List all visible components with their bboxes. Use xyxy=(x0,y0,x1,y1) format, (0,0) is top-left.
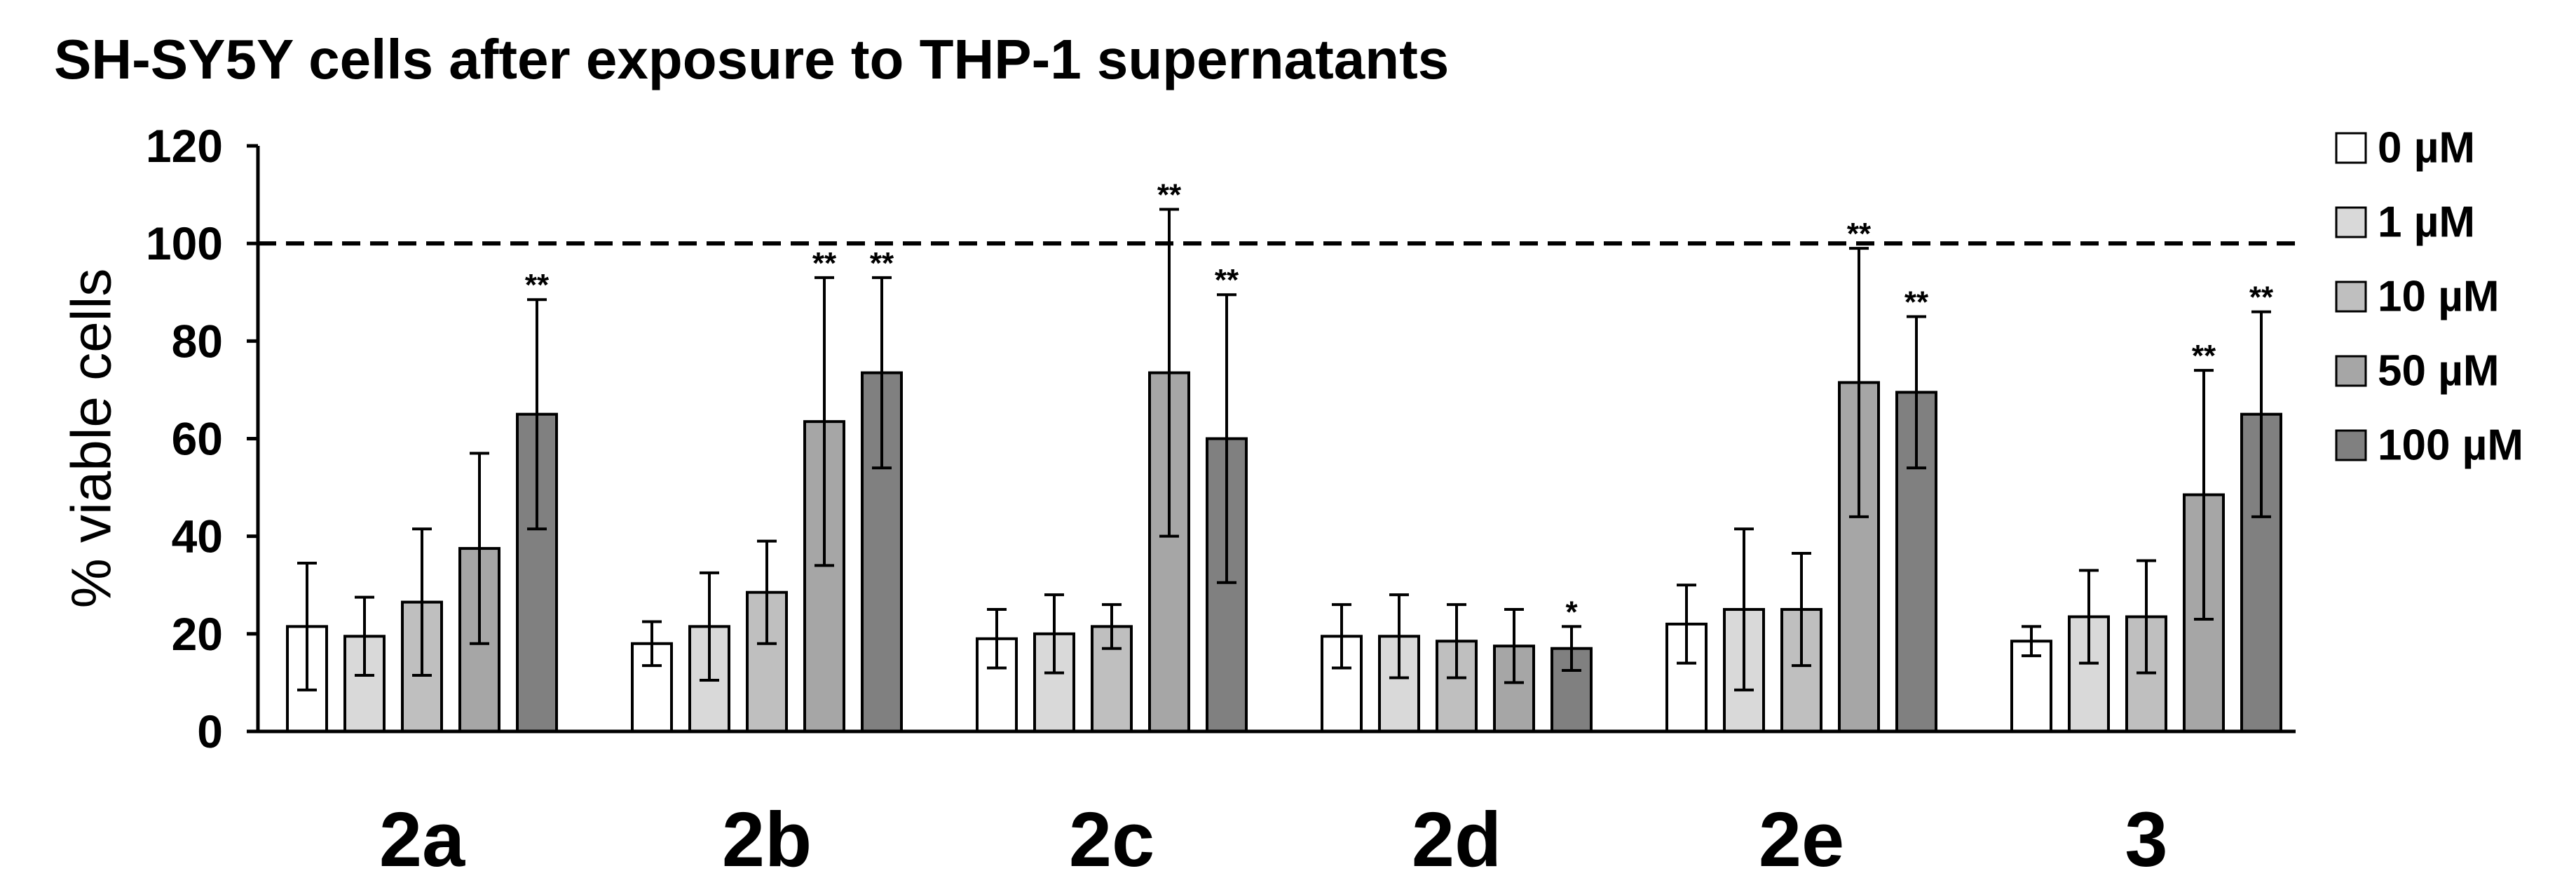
bar-2c-0-um xyxy=(976,637,1018,734)
x-tick-label: 2b xyxy=(722,797,812,883)
error-bar xyxy=(987,608,1007,670)
significance-label: ** xyxy=(525,268,550,302)
error-bar xyxy=(1447,603,1466,680)
error-bar xyxy=(1389,593,1409,680)
x-tick-label: 2e xyxy=(1759,797,1844,883)
y-axis-title: % viable cells xyxy=(60,269,123,609)
error-bar xyxy=(815,276,834,567)
significance-label: * xyxy=(1565,595,1578,629)
chart-title: SH-SY5Y cells after exposure to THP-1 su… xyxy=(54,28,1449,90)
legend-swatch xyxy=(2335,206,2367,238)
series-50-um: ** ** ** ** xyxy=(458,177,2225,734)
legend-item-100-um: 100 µM xyxy=(2335,421,2523,470)
error-bar xyxy=(1677,583,1696,665)
significance-label: ** xyxy=(1157,177,1182,212)
series-100-um: **** ***** ** xyxy=(516,246,2282,733)
significance-label: ** xyxy=(2192,339,2216,373)
significance-label: ** xyxy=(2249,281,2274,315)
error-bar xyxy=(355,595,374,677)
error-bar xyxy=(757,539,777,645)
error-bar xyxy=(527,298,547,531)
y-tick-label: 120 xyxy=(146,120,223,172)
legend-swatch xyxy=(2335,281,2367,313)
legend-label: 50 µM xyxy=(2378,347,2500,396)
series-1-um xyxy=(343,527,2110,734)
error-bar xyxy=(412,527,432,677)
significance-label: ** xyxy=(1215,263,1239,297)
error-bar xyxy=(2022,625,2041,658)
series-0-um xyxy=(286,561,2052,734)
error-bar xyxy=(872,276,892,470)
y-tick-label: 100 xyxy=(146,217,223,269)
error-bar xyxy=(2137,559,2156,675)
error-bar xyxy=(1044,593,1064,675)
y-tick-label: 80 xyxy=(172,315,223,367)
error-bar xyxy=(470,452,489,645)
legend-item-10-um: 10 µM xyxy=(2335,273,2500,321)
error-bar xyxy=(2194,369,2214,621)
legend-label: 100 µM xyxy=(2378,421,2523,470)
x-tick-label: 2d xyxy=(1412,797,1501,883)
legend-swatch xyxy=(2335,355,2367,387)
legend-label: 10 µM xyxy=(2378,273,2500,321)
error-bar xyxy=(1217,293,1236,584)
error-bar xyxy=(297,561,317,691)
legend-label: 1 µM xyxy=(2378,198,2475,247)
bars: ************ ***** ** xyxy=(286,177,2282,734)
legend-swatch xyxy=(2335,429,2367,461)
y-tick-label: 0 xyxy=(197,705,223,757)
x-tick-label: 2a xyxy=(379,797,465,883)
y-tick-label: 40 xyxy=(172,511,223,562)
error-bar xyxy=(1562,625,1581,673)
error-bar xyxy=(1849,247,1869,518)
error-bar xyxy=(1159,208,1179,538)
error-bar xyxy=(1102,603,1122,650)
error-bar xyxy=(2251,310,2271,518)
error-bar xyxy=(1332,603,1351,670)
x-axis-labels: 2a 2b 2c 2d 2e 3 xyxy=(379,797,2168,883)
error-bar xyxy=(1907,315,1926,470)
error-bar xyxy=(1504,608,1524,684)
significance-label: ** xyxy=(1904,285,1929,320)
error-bar xyxy=(1734,527,1754,691)
y-tick-label: 60 xyxy=(172,413,223,465)
legend: 0 µM 1 µM 10 µM 50 µM 100 µM xyxy=(2335,124,2523,470)
error-bar xyxy=(2079,569,2099,665)
legend-label: 0 µM xyxy=(2378,124,2475,173)
y-tick-label: 20 xyxy=(172,608,223,660)
x-tick-label: 3 xyxy=(2125,797,2167,883)
legend-item-0-um: 0 µM xyxy=(2335,124,2475,173)
y-axis-ticks: 0 20 40 60 80 100 120 xyxy=(146,120,258,757)
bar-2e-0-um xyxy=(1665,622,1708,734)
x-tick-label: 2c xyxy=(1069,797,1154,883)
significance-label: ** xyxy=(870,246,894,281)
significance-label: ** xyxy=(812,246,837,281)
series-10-um xyxy=(401,527,2167,734)
significance-label: ** xyxy=(1847,217,1872,251)
error-bar xyxy=(1792,552,1811,668)
legend-item-50-um: 50 µM xyxy=(2335,347,2500,396)
legend-swatch xyxy=(2335,132,2367,164)
error-bar xyxy=(700,571,719,682)
legend-item-1-um: 1 µM xyxy=(2335,198,2475,247)
error-bar xyxy=(642,620,662,668)
